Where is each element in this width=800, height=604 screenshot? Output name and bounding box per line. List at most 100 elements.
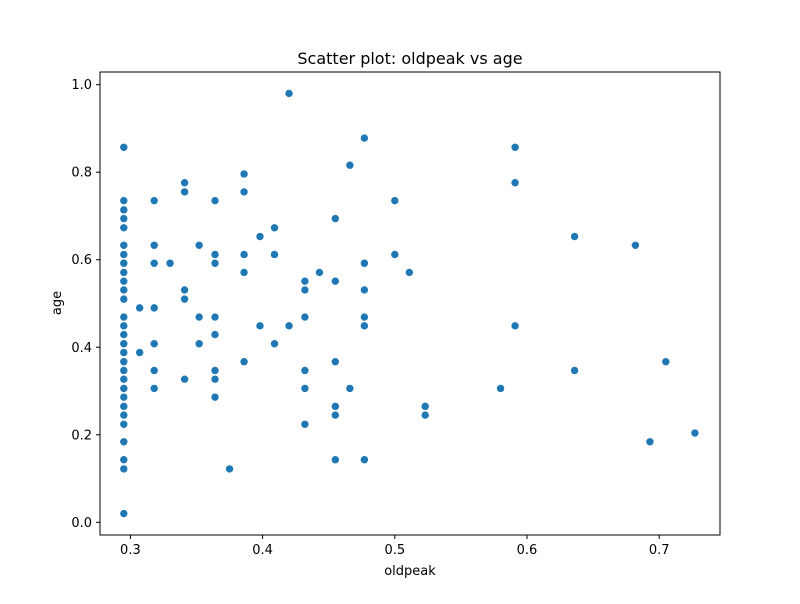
y-axis-label: age (50, 291, 65, 315)
data-point (405, 268, 414, 277)
data-point (194, 240, 204, 250)
data-point (119, 437, 129, 447)
data-point (270, 223, 279, 233)
data-point (300, 276, 310, 286)
data-point (360, 133, 369, 143)
data-point (119, 410, 129, 420)
data-point (315, 268, 324, 277)
data-point (119, 374, 129, 384)
data-point (239, 250, 249, 259)
data-point (119, 250, 129, 259)
data-point (119, 276, 129, 286)
data-point (119, 402, 129, 411)
x-tick-label: 0.3 (120, 543, 141, 558)
data-point (360, 258, 369, 268)
data-point (300, 384, 310, 393)
data-point (119, 455, 129, 465)
y-tick-label: 0.6 (71, 253, 92, 268)
data-point (239, 169, 249, 179)
data-point (135, 303, 144, 313)
x-tick-label: 0.4 (252, 543, 273, 558)
data-point (180, 374, 189, 384)
data-point (331, 455, 340, 465)
data-point (360, 455, 369, 465)
data-point (300, 285, 310, 295)
data-point (239, 268, 249, 277)
data-point (119, 464, 129, 474)
data-point (210, 366, 220, 375)
data-point (180, 285, 189, 295)
data-point (420, 402, 430, 411)
data-point (149, 240, 159, 250)
x-axis-label: oldpeak (384, 564, 436, 579)
y-tick-label: 0.4 (71, 341, 92, 356)
data-point (300, 419, 310, 429)
data-point (239, 357, 249, 367)
data-point (210, 330, 220, 339)
data-point (631, 240, 640, 250)
data-point (119, 285, 129, 295)
data-point (331, 214, 340, 223)
data-point (390, 250, 400, 259)
chart-title: Scatter plot: oldpeak vs age (297, 49, 522, 68)
data-point (270, 250, 279, 259)
data-point (119, 268, 129, 277)
data-point (210, 374, 220, 384)
data-point (180, 178, 189, 188)
data-point (496, 384, 505, 393)
data-point (331, 276, 340, 286)
data-point (149, 196, 159, 205)
data-point (180, 187, 189, 197)
data-point (119, 205, 129, 215)
x-tick-label: 0.5 (384, 543, 405, 558)
data-point (119, 294, 129, 304)
data-point (119, 142, 129, 152)
data-point (300, 312, 310, 322)
data-point (690, 428, 700, 438)
data-point (119, 321, 129, 331)
data-point (149, 303, 159, 313)
data-point (210, 196, 220, 205)
data-point (119, 196, 129, 205)
data-point (119, 366, 129, 375)
data-point (119, 348, 129, 357)
data-point (661, 357, 671, 367)
data-point (180, 294, 189, 304)
data-point (119, 392, 129, 402)
data-point (119, 214, 129, 223)
plot-frame (99, 71, 721, 536)
data-point (239, 187, 249, 197)
data-point (210, 392, 220, 402)
x-axis-ticks: 0.3 0.4 0.5 0.6 0.7 (120, 535, 670, 558)
y-tick-label: 0.0 (71, 516, 92, 531)
data-point (149, 258, 159, 268)
data-point (194, 312, 204, 322)
data-point (210, 250, 220, 259)
data-point (270, 339, 279, 349)
data-point (345, 160, 355, 170)
data-point (345, 384, 355, 393)
data-point (149, 339, 159, 349)
data-point (119, 240, 129, 250)
data-point (225, 464, 234, 474)
data-point (149, 366, 159, 375)
data-point (149, 384, 159, 393)
data-point (645, 437, 655, 447)
data-point (255, 232, 265, 241)
data-point (119, 330, 129, 339)
y-tick-label: 0.8 (71, 166, 92, 181)
data-point (360, 321, 369, 331)
data-point (119, 339, 129, 349)
data-point (135, 348, 144, 357)
data-point (284, 321, 294, 331)
data-point (570, 232, 579, 241)
data-point (119, 509, 129, 518)
data-point (360, 312, 369, 322)
data-point (420, 410, 430, 420)
data-point (119, 384, 129, 393)
data-point (570, 366, 579, 375)
y-tick-label: 0.2 (71, 428, 92, 443)
data-point (331, 402, 340, 411)
